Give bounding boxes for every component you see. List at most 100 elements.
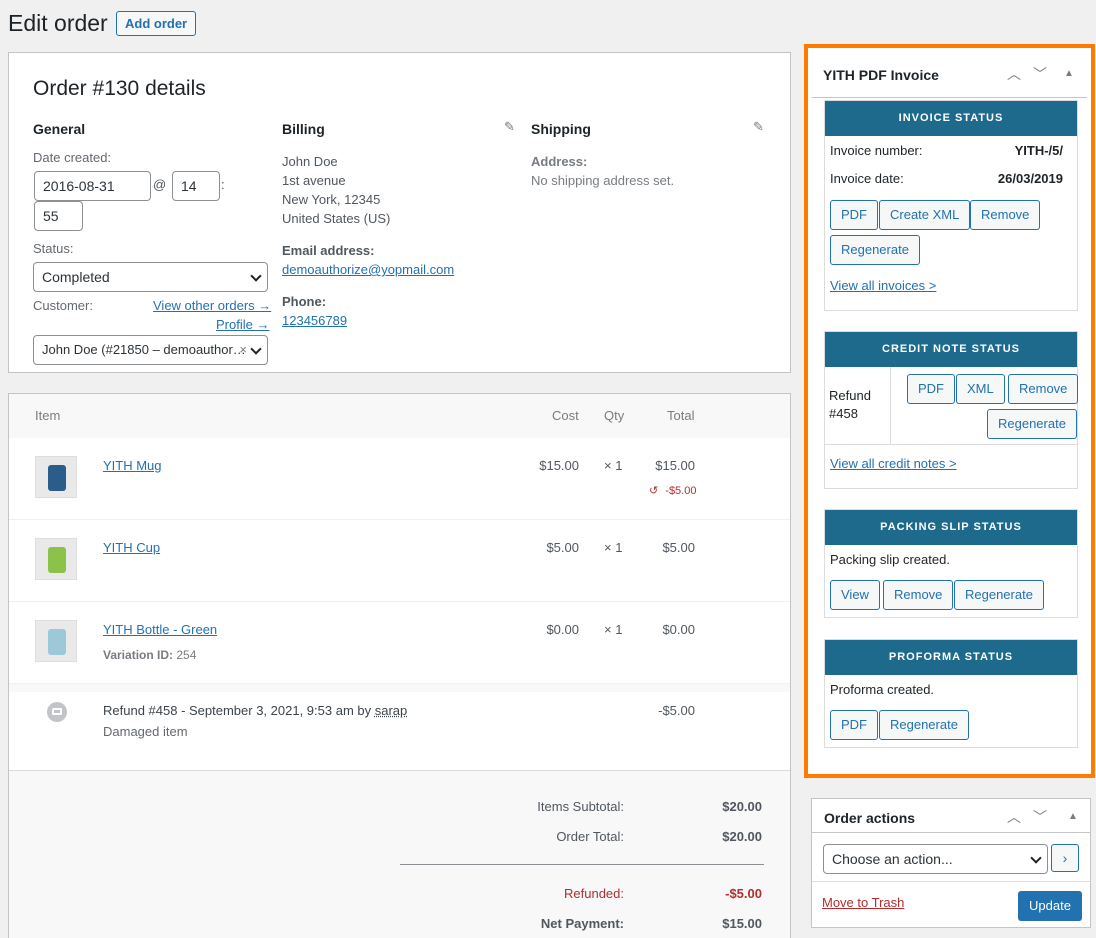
invoice-regenerate-button[interactable]: Regenerate (830, 235, 920, 265)
panel-header: YITH PDF Invoice ︿ ﹀ ▲ (812, 52, 1087, 98)
subtotal-value: $20.00 (722, 799, 762, 814)
credit-pdf-button[interactable]: PDF (907, 374, 955, 404)
order-actions-header: Order actions ︿ ﹀ ▲ (812, 799, 1090, 833)
order-actions-panel: Order actions ︿ ﹀ ▲ Choose an action... … (811, 798, 1091, 928)
customer-select[interactable]: John Doe (#21850 – demoauthor… × (33, 335, 268, 365)
general-heading: General (33, 121, 86, 137)
proforma-header: PROFORMA STATUS (825, 640, 1077, 675)
refund-text: Refund #458 - September 3, 2021, 9:53 am… (103, 703, 372, 718)
totals-divider (400, 864, 764, 865)
chevron-down-icon (1030, 852, 1042, 864)
billing-line: John Doe (282, 154, 338, 169)
item-qty: × 1 (604, 458, 623, 473)
product-link[interactable]: YITH Bottle - Green (103, 622, 218, 637)
packing-remove-button[interactable]: Remove (883, 580, 954, 610)
refund-value: -$5.00 (665, 485, 697, 497)
chevron-right-icon: › (1062, 850, 1068, 866)
packing-slip-status-card: PACKING SLIP STATUS Packing slip created… (824, 509, 1078, 618)
billing-line: New York, 12345 (282, 192, 381, 207)
table-row: YITH Bottle - Green Variation ID: 254 $0… (9, 602, 790, 684)
packing-slip-header: PACKING SLIP STATUS (825, 510, 1077, 545)
hour-input[interactable]: 14 (172, 171, 220, 201)
collapse-icon[interactable]: ▲ (1064, 68, 1074, 79)
refund-amount: ↺ -$5.00 (649, 484, 696, 497)
time-separator: : (221, 177, 225, 192)
table-row: YITH Cup $5.00 × 1 $5.00 (9, 520, 790, 602)
billing-heading: Billing (282, 121, 325, 137)
credit-note-status-card: CREDIT NOTE STATUS Refund #458 PDF XML R… (824, 331, 1079, 489)
proforma-status-card: PROFORMA STATUS Proforma created. PDF Re… (824, 639, 1078, 748)
product-link[interactable]: YITH Mug (103, 458, 162, 473)
panel-body: YITH PDF Invoice ︿ ﹀ ▲ INVOICE STATUS In… (812, 52, 1087, 770)
phone-link[interactable]: 123456789 (282, 313, 348, 328)
date-created-label: Date created: (33, 150, 112, 165)
cup-image (48, 547, 66, 573)
product-link[interactable]: YITH Cup (103, 540, 161, 555)
credit-regenerate-button[interactable]: Regenerate (987, 409, 1077, 439)
invoice-remove-button[interactable]: Remove (970, 200, 1041, 230)
invoice-date-value: 26/03/2019 (997, 171, 1063, 186)
status-label: Status: (33, 241, 74, 256)
minute-input[interactable]: 55 (34, 201, 83, 231)
product-thumbnail (35, 456, 77, 498)
packing-view-button[interactable]: View (830, 580, 880, 610)
proforma-regenerate-button[interactable]: Regenerate (879, 710, 969, 740)
billing-line: United States (US) (282, 211, 391, 226)
item-cost: $15.00 (539, 458, 579, 473)
move-down-icon[interactable]: ﹀ (1033, 809, 1047, 825)
chevron-down-icon (250, 343, 262, 355)
item-qty: × 1 (604, 622, 623, 637)
proforma-pdf-button[interactable]: PDF (830, 710, 878, 740)
refund-icon-inner (52, 708, 62, 715)
clear-icon[interactable]: × (239, 342, 247, 357)
refund-reason: Damaged item (103, 724, 188, 739)
packing-regenerate-button[interactable]: Regenerate (954, 580, 1044, 610)
proforma-text: Proforma created. (830, 682, 935, 697)
move-to-trash-link[interactable]: Move to Trash (822, 895, 905, 910)
collapse-icon[interactable]: ▲ (1068, 811, 1078, 822)
view-all-credit-notes-link[interactable]: View all credit notes > (830, 456, 957, 471)
invoice-pdf-button[interactable]: PDF (830, 200, 878, 230)
chevron-down-icon (250, 270, 262, 282)
variation-id: Variation ID: 254 (103, 648, 196, 662)
view-all-invoices-link[interactable]: View all invoices > (830, 278, 937, 293)
move-up-icon[interactable]: ︿ (1007, 66, 1021, 82)
invoice-status-card: INVOICE STATUS Invoice number: YITH-/5/ … (824, 100, 1078, 311)
cost-column-header: Cost (552, 408, 579, 423)
add-order-button[interactable]: Add order (116, 11, 197, 36)
date-created-input[interactable]: 2016-08-31 (34, 171, 151, 201)
view-other-orders-link[interactable]: View other orders → (153, 298, 272, 313)
net-payment-value: $15.00 (722, 916, 762, 931)
credit-xml-button[interactable]: XML (956, 374, 1005, 404)
refunded-value: -$5.00 (725, 886, 762, 901)
status-value: Completed (42, 269, 110, 285)
shipping-address: No shipping address set. (531, 173, 675, 188)
net-payment-label: Net Payment: (540, 916, 624, 931)
variation-value: 254 (176, 648, 197, 662)
move-up-icon[interactable]: ︿ (1007, 809, 1021, 825)
credit-remove-button[interactable]: Remove (1008, 374, 1079, 404)
order-total-value: $20.00 (722, 829, 762, 844)
items-header: Item Cost Qty Total (9, 394, 790, 438)
move-down-icon[interactable]: ﹀ (1033, 66, 1047, 82)
profile-link[interactable]: Profile → (216, 317, 270, 332)
order-action-select[interactable]: Choose an action... (823, 844, 1048, 874)
at-separator: @ (153, 177, 167, 192)
apply-action-button[interactable]: › (1051, 844, 1079, 872)
edit-shipping-icon[interactable]: ✎ (753, 119, 764, 134)
item-total: $15.00 (655, 458, 695, 473)
item-total: $5.00 (662, 540, 695, 555)
item-qty: × 1 (604, 540, 623, 555)
order-totals: Items Subtotal: $20.00 Order Total: $20.… (9, 770, 790, 938)
email-link[interactable]: demoauthorize@yopmail.com (282, 262, 455, 277)
customer-value: John Doe (#21850 – demoauthor… (42, 342, 246, 357)
phone-label: Phone: (282, 294, 327, 309)
edit-billing-icon[interactable]: ✎ (504, 119, 515, 134)
update-button[interactable]: Update (1018, 891, 1082, 921)
invoice-date-label: Invoice date: (830, 171, 904, 186)
subtotal-label: Items Subtotal: (537, 799, 624, 814)
shipping-heading: Shipping (531, 121, 591, 137)
status-select[interactable]: Completed (33, 262, 268, 292)
order-actions-title: Order actions (824, 810, 916, 826)
create-xml-button[interactable]: Create XML (879, 200, 971, 230)
